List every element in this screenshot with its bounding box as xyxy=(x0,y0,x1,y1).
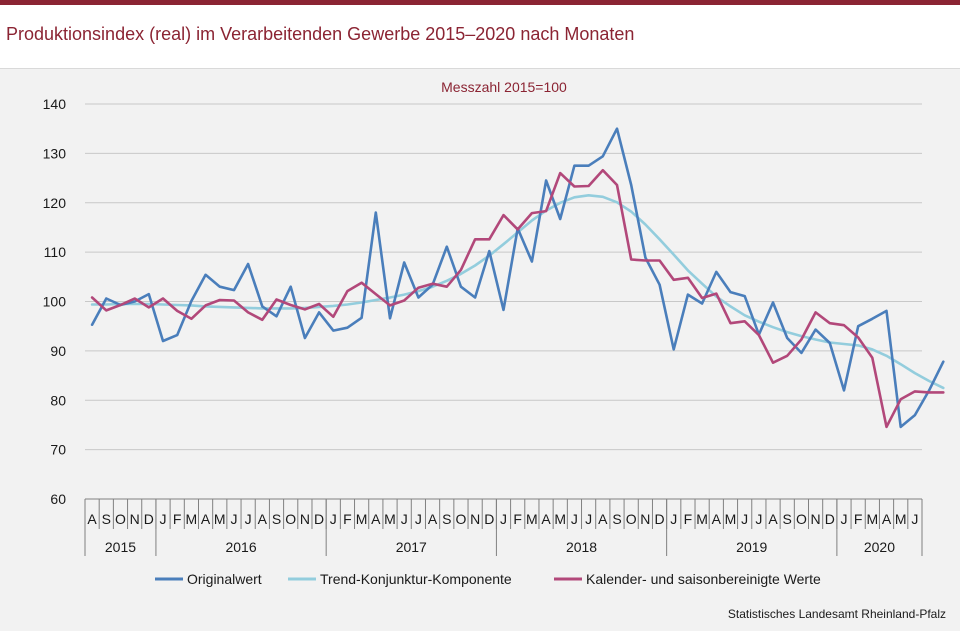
month-label: J xyxy=(230,511,237,527)
month-label: S xyxy=(272,511,281,527)
year-label: 2017 xyxy=(396,539,427,555)
grid-lines xyxy=(85,103,922,451)
month-label: S xyxy=(102,511,111,527)
month-label: M xyxy=(526,511,538,527)
y-tick-label: 120 xyxy=(43,195,67,211)
month-label: J xyxy=(245,511,252,527)
month-label: A xyxy=(712,511,722,527)
month-label: A xyxy=(87,511,97,527)
month-label: O xyxy=(115,511,126,527)
year-label: 2020 xyxy=(864,539,895,555)
y-tick-label: 60 xyxy=(50,491,66,507)
legend-label-adjusted: Kalender- und saisonbereinigte Werte xyxy=(586,571,821,587)
month-label: M xyxy=(696,511,708,527)
month-label: S xyxy=(442,511,451,527)
y-tick-label: 100 xyxy=(43,294,67,310)
month-label: N xyxy=(130,511,140,527)
month-label: A xyxy=(371,511,381,527)
legend: Originalwert Trend-Konjunktur-Komponente… xyxy=(155,571,821,587)
month-label: M xyxy=(554,511,566,527)
month-label: N xyxy=(470,511,480,527)
month-label: J xyxy=(585,511,592,527)
source-note: Statistisches Landesamt Rheinland-Pfalz xyxy=(727,607,946,621)
month-label: J xyxy=(330,511,337,527)
y-tick-label: 90 xyxy=(50,343,66,359)
month-label: J xyxy=(160,511,167,527)
panel-divider xyxy=(0,68,960,69)
month-label: F xyxy=(513,511,522,527)
month-label: J xyxy=(670,511,677,527)
month-label: D xyxy=(654,511,664,527)
month-label: J xyxy=(911,511,918,527)
legend-label-originalwert: Originalwert xyxy=(187,571,262,587)
year-label: 2016 xyxy=(225,539,256,555)
month-label: A xyxy=(258,511,268,527)
month-label: A xyxy=(201,511,211,527)
series-lines xyxy=(90,127,945,429)
year-label: 2018 xyxy=(566,539,597,555)
series-line-adjusted xyxy=(90,168,945,429)
month-label: M xyxy=(214,511,226,527)
top-accent-bar xyxy=(0,0,960,5)
month-label: O xyxy=(796,511,807,527)
month-label: S xyxy=(612,511,621,527)
month-label: O xyxy=(285,511,296,527)
month-label: O xyxy=(626,511,637,527)
month-label: F xyxy=(854,511,863,527)
month-label: A xyxy=(882,511,892,527)
y-tick-label: 130 xyxy=(43,145,67,161)
chart-subtitle: Messzahl 2015=100 xyxy=(441,79,567,95)
month-label: F xyxy=(343,511,352,527)
y-tick-label: 140 xyxy=(43,96,67,112)
month-label: M xyxy=(384,511,396,527)
y-tick-label: 70 xyxy=(50,442,66,458)
month-label: A xyxy=(541,511,551,527)
y-axis: 60 70 80 90 100 110 120 130 140 xyxy=(43,96,67,507)
month-label: J xyxy=(500,511,507,527)
month-label: M xyxy=(867,511,879,527)
month-label: M xyxy=(725,511,737,527)
month-label: M xyxy=(356,511,368,527)
month-label: J xyxy=(401,511,408,527)
y-tick-label: 110 xyxy=(44,244,67,260)
month-label: S xyxy=(783,511,792,527)
y-tick-label: 80 xyxy=(50,392,66,408)
month-label: M xyxy=(186,511,198,527)
month-label: D xyxy=(825,511,835,527)
month-label: A xyxy=(428,511,438,527)
month-label: F xyxy=(684,511,693,527)
month-label: A xyxy=(768,511,778,527)
year-label: 2015 xyxy=(105,539,136,555)
month-label: D xyxy=(484,511,494,527)
month-label: J xyxy=(741,511,748,527)
month-label: J xyxy=(571,511,578,527)
page-title: Produktionsindex (real) im Verarbeitende… xyxy=(6,24,635,44)
month-label: D xyxy=(314,511,324,527)
month-label: D xyxy=(144,511,154,527)
year-label: 2019 xyxy=(736,539,767,555)
month-label: J xyxy=(755,511,762,527)
month-label: M xyxy=(895,511,907,527)
month-label: F xyxy=(173,511,182,527)
month-label: N xyxy=(300,511,310,527)
legend-label-trend: Trend-Konjunktur-Komponente xyxy=(320,571,512,587)
series-line-trend xyxy=(90,194,945,390)
month-label: J xyxy=(840,511,847,527)
month-label: A xyxy=(598,511,608,527)
month-label: J xyxy=(415,511,422,527)
month-label: N xyxy=(811,511,821,527)
month-label: N xyxy=(640,511,650,527)
chart-panel xyxy=(0,68,960,631)
month-label: O xyxy=(455,511,466,527)
series-line-originalwert xyxy=(90,127,945,429)
